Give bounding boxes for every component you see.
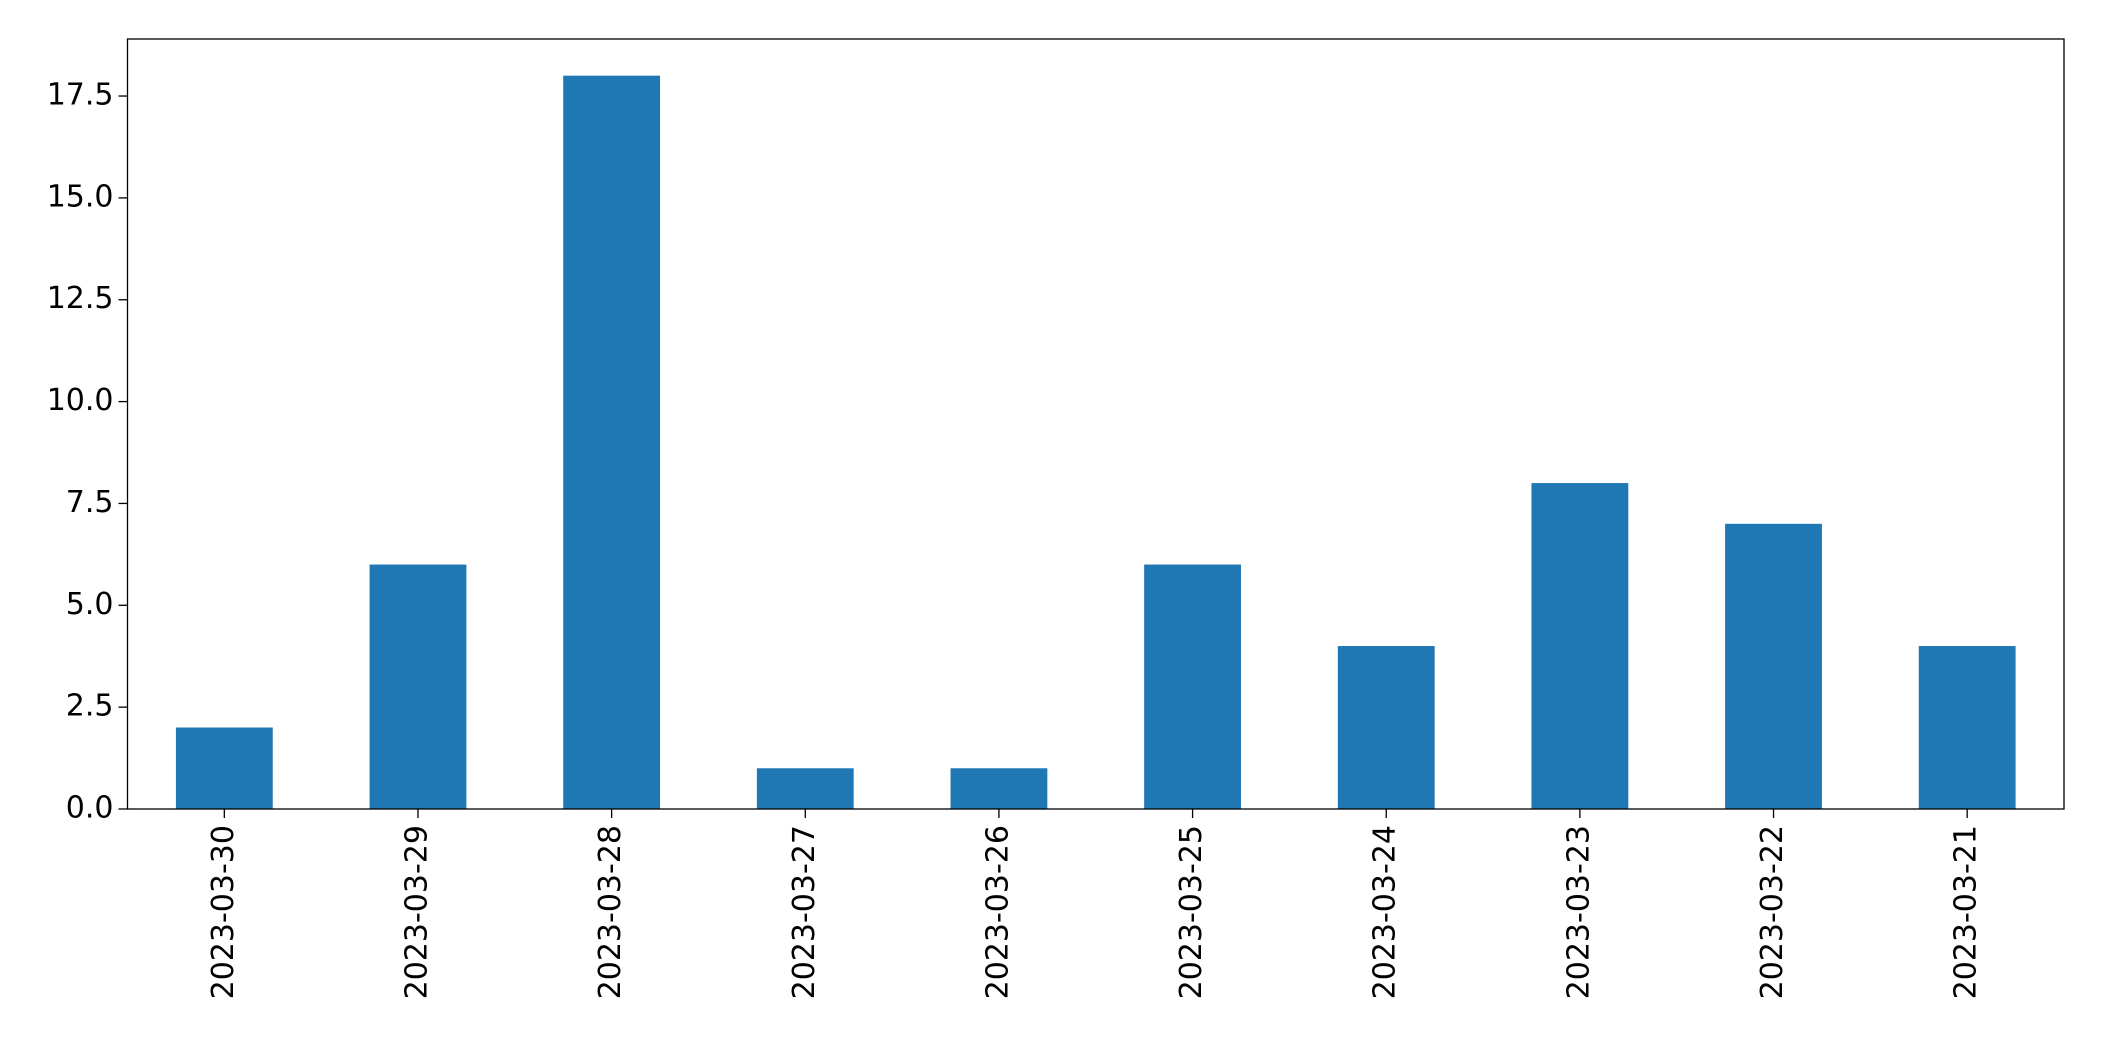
x-tick-label: 2023-03-22 (1755, 825, 1790, 999)
x-tick-label: 2023-03-27 (787, 825, 822, 999)
y-tick-label: 10.0 (47, 383, 114, 418)
bar (756, 768, 854, 809)
plot-frame (126, 38, 2065, 810)
y-tick-label: 15.0 (47, 179, 114, 214)
bar (1531, 483, 1629, 809)
bar (563, 75, 661, 809)
y-tick-label: 7.5 (66, 485, 114, 520)
bar (1337, 646, 1435, 809)
bar (369, 564, 467, 809)
y-tick-label: 12.5 (47, 281, 114, 316)
x-tick-label: 2023-03-23 (1561, 825, 1596, 999)
x-tick-label: 2023-03-25 (1174, 825, 1209, 999)
y-tick-label: 2.5 (66, 689, 114, 724)
x-tick-label: 2023-03-26 (980, 825, 1015, 999)
x-tick-label: 2023-03-29 (399, 825, 434, 999)
y-tick-label: 0.0 (66, 791, 114, 826)
bar (1918, 646, 2016, 809)
bar (175, 727, 273, 809)
x-tick-label: 2023-03-28 (593, 825, 628, 999)
y-tick-label: 17.5 (47, 78, 114, 113)
bar (950, 768, 1048, 809)
x-tick-label: 2023-03-24 (1368, 825, 1403, 999)
x-tick-label: 2023-03-21 (1949, 825, 1984, 999)
bar (1725, 523, 1822, 809)
bar (1144, 564, 1241, 809)
x-tick-label: 2023-03-30 (206, 825, 241, 999)
y-tick-label: 5.0 (66, 587, 114, 622)
